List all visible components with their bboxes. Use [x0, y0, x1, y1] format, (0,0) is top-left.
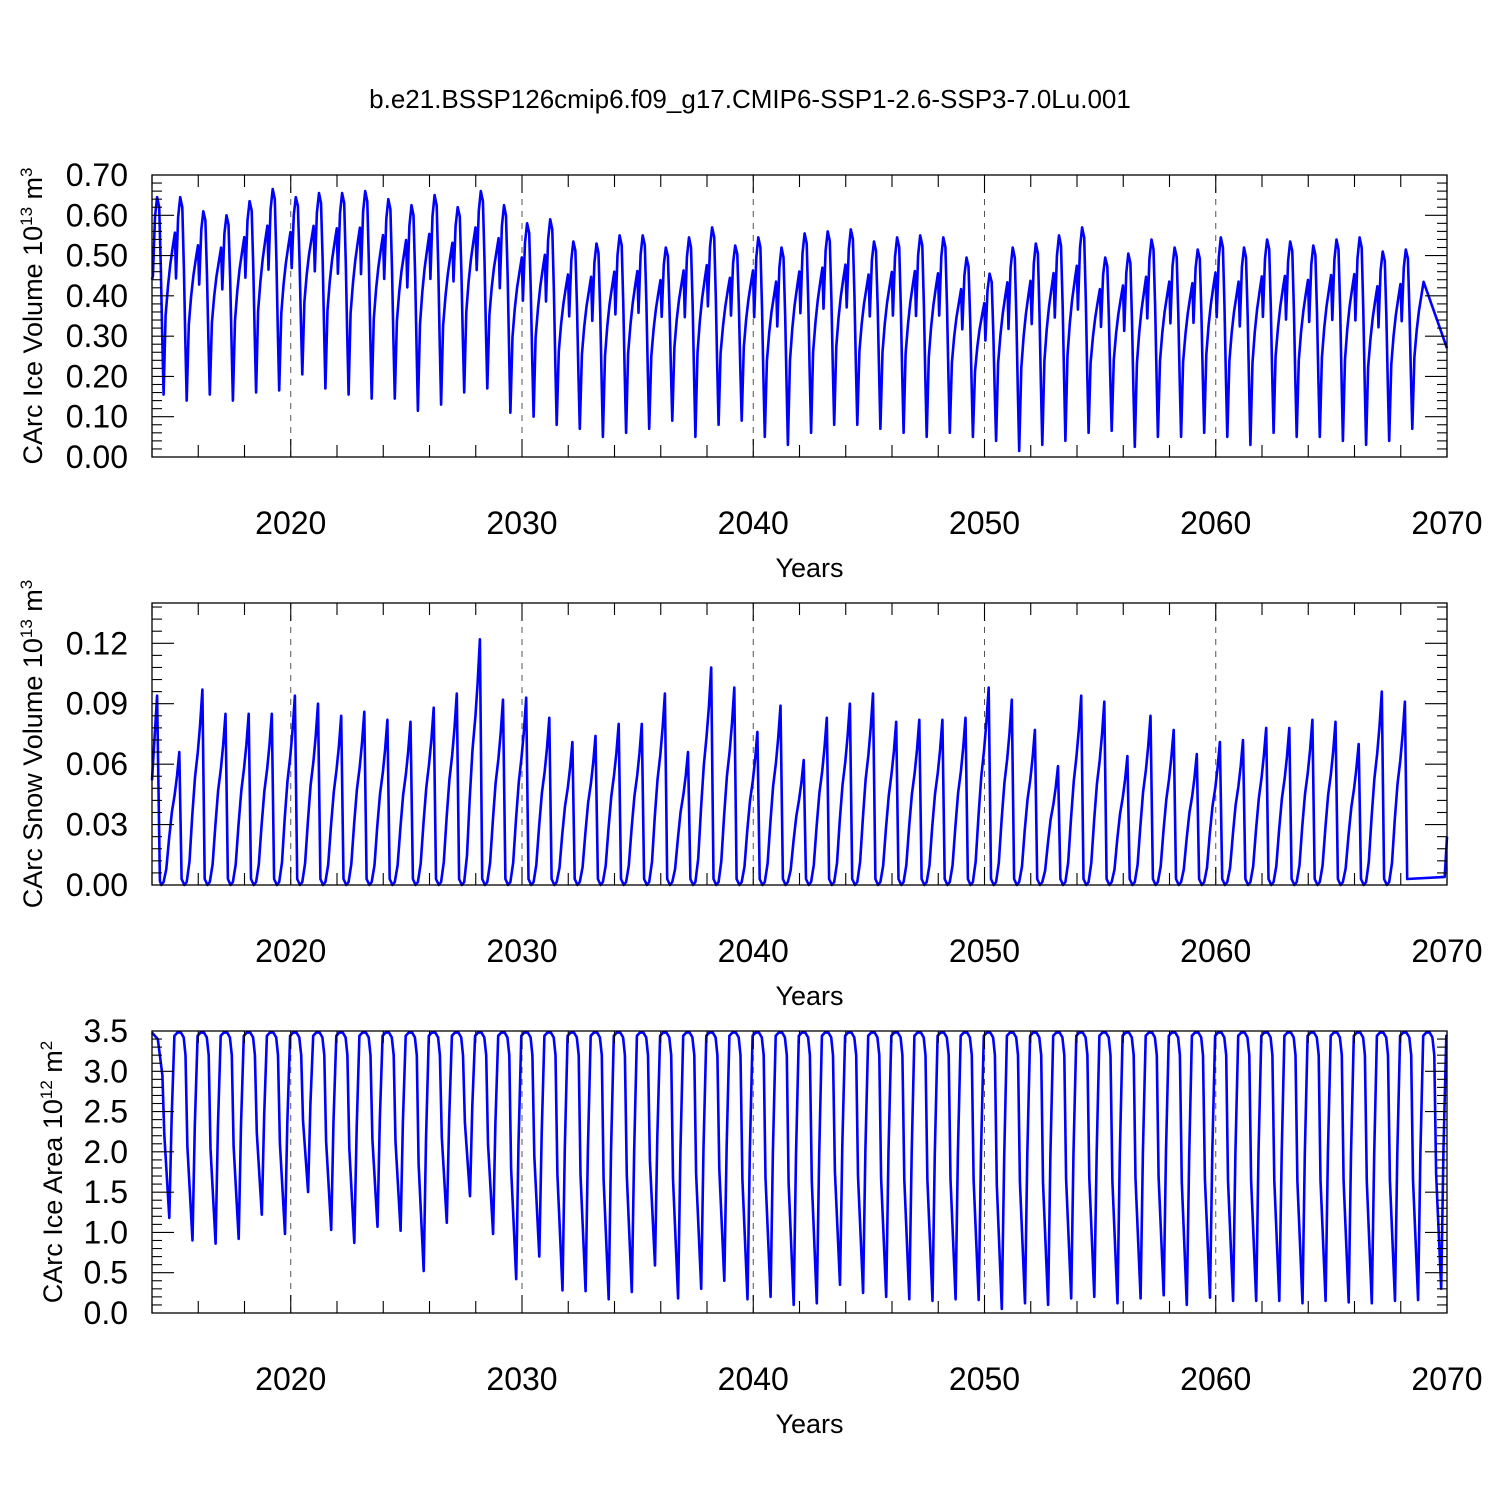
y-axis-label: CArc Snow Volume 1013 m3 [17, 580, 48, 909]
panel-snow-volume: 2020 2030 2040 2050 2060 2070 0.00 0.03 0.06 0.09… [17, 580, 1483, 1011]
plot-frame [151, 602, 1448, 886]
x-tick-label: 2030 [486, 1361, 557, 1397]
y-tick-label: 0.5 [84, 1255, 128, 1291]
y-axis-label-part: 13 [17, 619, 36, 638]
x-tick-label: 2020 [255, 1361, 326, 1397]
x-tick-label: 2070 [1411, 933, 1482, 969]
y-tick-label: 0.50 [66, 238, 128, 274]
panels: 2020 2030 2040 2050 2060 2070 0.00 0.10 0.20 0.30… [17, 157, 1483, 1439]
x-tick-label: 2050 [949, 933, 1020, 969]
x-axis-label: Years [775, 553, 843, 583]
y-tick-label: 0.12 [66, 625, 128, 661]
y-axis-label-part: m [18, 177, 48, 207]
x-tick-label: 2030 [486, 933, 557, 969]
y-axis-label: CArc Ice Volume 1013 m3 [17, 167, 48, 464]
y-tick-label: 0.20 [66, 358, 128, 394]
y-tick-label: 0.30 [66, 318, 128, 354]
x-tick-label: 2070 [1411, 505, 1482, 541]
x-tick-label: 2020 [255, 505, 326, 541]
y-axis-label-part: 3 [17, 580, 36, 589]
y-axis-label-part: CArc Ice Area 10 [38, 1099, 68, 1303]
y-axis-label-part: 3 [17, 167, 36, 176]
y-tick-label: 3.0 [84, 1053, 128, 1089]
x-tick-label: 2060 [1180, 933, 1251, 969]
y-tick-label: 0.00 [66, 867, 128, 903]
y-axis-label-part: 2 [37, 1041, 56, 1050]
x-tick-label: 2040 [718, 1361, 789, 1397]
y-tick-label: 0.06 [66, 746, 128, 782]
x-tick-label: 2050 [949, 505, 1020, 541]
y-tick-label: 0.10 [66, 399, 128, 435]
y-tick-label: 0.00 [66, 439, 128, 475]
series-line-ice-volume [150, 187, 1449, 453]
series-line-ice-area [151, 1031, 1448, 1311]
x-axis-label: Years [775, 1409, 843, 1439]
y-tick-label: 0.09 [66, 686, 128, 722]
y-tick-label: 1.0 [84, 1214, 128, 1250]
y-axis-label: CArc Ice Area 1012 m2 [37, 1041, 68, 1304]
chart-title: b.e21.BSSP126cmip6.f09_g17.CMIP6-SSP1-2.… [369, 84, 1131, 114]
y-axis-label-part: m [38, 1050, 68, 1080]
y-axis-label-part: 13 [17, 207, 36, 226]
panel-ice-volume: 2020 2030 2040 2050 2060 2070 0.00 0.10 0.20 0.30… [17, 157, 1483, 583]
x-tick-label: 2060 [1180, 1361, 1251, 1397]
series-line-snow-volume [150, 637, 1449, 887]
x-tick-label: 2040 [718, 505, 789, 541]
x-tick-label: 2040 [718, 933, 789, 969]
y-tick-label: 3.5 [84, 1013, 128, 1049]
x-tick-label: 2070 [1411, 1361, 1482, 1397]
y-tick-label: 0.60 [66, 197, 128, 233]
x-tick-label: 2060 [1180, 505, 1251, 541]
y-tick-label: 0.40 [66, 278, 128, 314]
y-axis-label-part: CArc Ice Volume 10 [18, 226, 48, 465]
plot-frame [151, 1030, 1448, 1314]
x-tick-label: 2050 [949, 1361, 1020, 1397]
y-tick-label: 0.0 [84, 1295, 128, 1331]
y-axis-label-part: m [18, 589, 48, 619]
x-tick-label: 2020 [255, 933, 326, 969]
y-tick-label: 0.70 [66, 157, 128, 193]
x-axis-label: Years [775, 981, 843, 1011]
x-tick-label: 2030 [486, 505, 557, 541]
y-tick-label: 2.0 [84, 1134, 128, 1170]
y-tick-label: 2.5 [84, 1094, 128, 1130]
y-tick-label: 0.03 [66, 807, 128, 843]
y-tick-label: 1.5 [84, 1174, 128, 1210]
panel-ice-area: 2020 2030 2040 2050 2060 2070 0.0 0.5 1.0 1.5 2.0 2… [37, 1013, 1483, 1439]
y-axis-label-part: CArc Snow Volume 10 [18, 638, 48, 908]
y-axis-label-part: 12 [37, 1080, 56, 1099]
